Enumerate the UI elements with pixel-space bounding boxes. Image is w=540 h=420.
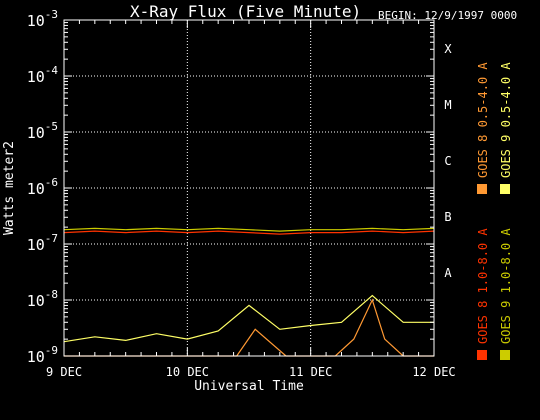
series-line — [63, 227, 435, 232]
legend-swatch — [477, 184, 487, 194]
flare-class-label: C — [444, 154, 451, 168]
x-axis-label: Universal Time — [194, 379, 304, 394]
legend-label: GOES 8 0.5-4.0 A — [476, 62, 490, 178]
legend-label: GOES 8 1.0-8.0 A — [476, 228, 490, 344]
series-line — [63, 294, 434, 343]
series-lines — [63, 227, 435, 357]
flare-class-label: A — [444, 266, 452, 280]
y-tick-label: 10-8 — [27, 288, 58, 310]
x-tick-label: 11 DEC — [289, 365, 332, 379]
y-tick-label: 10-4 — [27, 64, 59, 86]
y-tick-label: 10-5 — [27, 120, 58, 142]
flare-class-label: X — [444, 42, 452, 56]
grid — [64, 20, 434, 356]
y-tick-label: 10-9 — [27, 344, 58, 366]
axes: 10-9 10-8 10-7 10-6 10-5 10-4 10-3 A B C M X 9 DEC 10… — [2, 8, 456, 394]
legend-swatch — [500, 350, 510, 360]
chart-title: X-Ray Flux (Five Minute) — [130, 2, 362, 21]
x-tick-label: 12 DEC — [412, 365, 455, 379]
legend: GOES 8 1.0-8.0 A GOES 8 0.5-4.0 A GOES 9 1… — [476, 62, 513, 360]
series-line — [64, 298, 434, 357]
flare-class-label: M — [444, 98, 451, 112]
legend-label: GOES 9 0.5-4.0 A — [499, 62, 513, 178]
legend-swatch — [477, 350, 487, 360]
legend-swatch — [500, 184, 510, 194]
legend-label: GOES 9 1.0-8.0 A — [499, 228, 513, 344]
flare-class-label: B — [444, 210, 451, 224]
y-axis-label: Watts meter2 — [2, 141, 17, 235]
x-tick-label: 9 DEC — [46, 365, 82, 379]
y-tick-label: 10-7 — [27, 232, 58, 254]
begin-date: BEGIN: 12/9/1997 0000 — [378, 9, 518, 22]
x-tick-label: 10 DEC — [166, 365, 209, 379]
y-tick-label: 10-6 — [27, 176, 58, 198]
series-line — [63, 230, 435, 235]
y-tick-label: 10-3 — [27, 8, 58, 30]
